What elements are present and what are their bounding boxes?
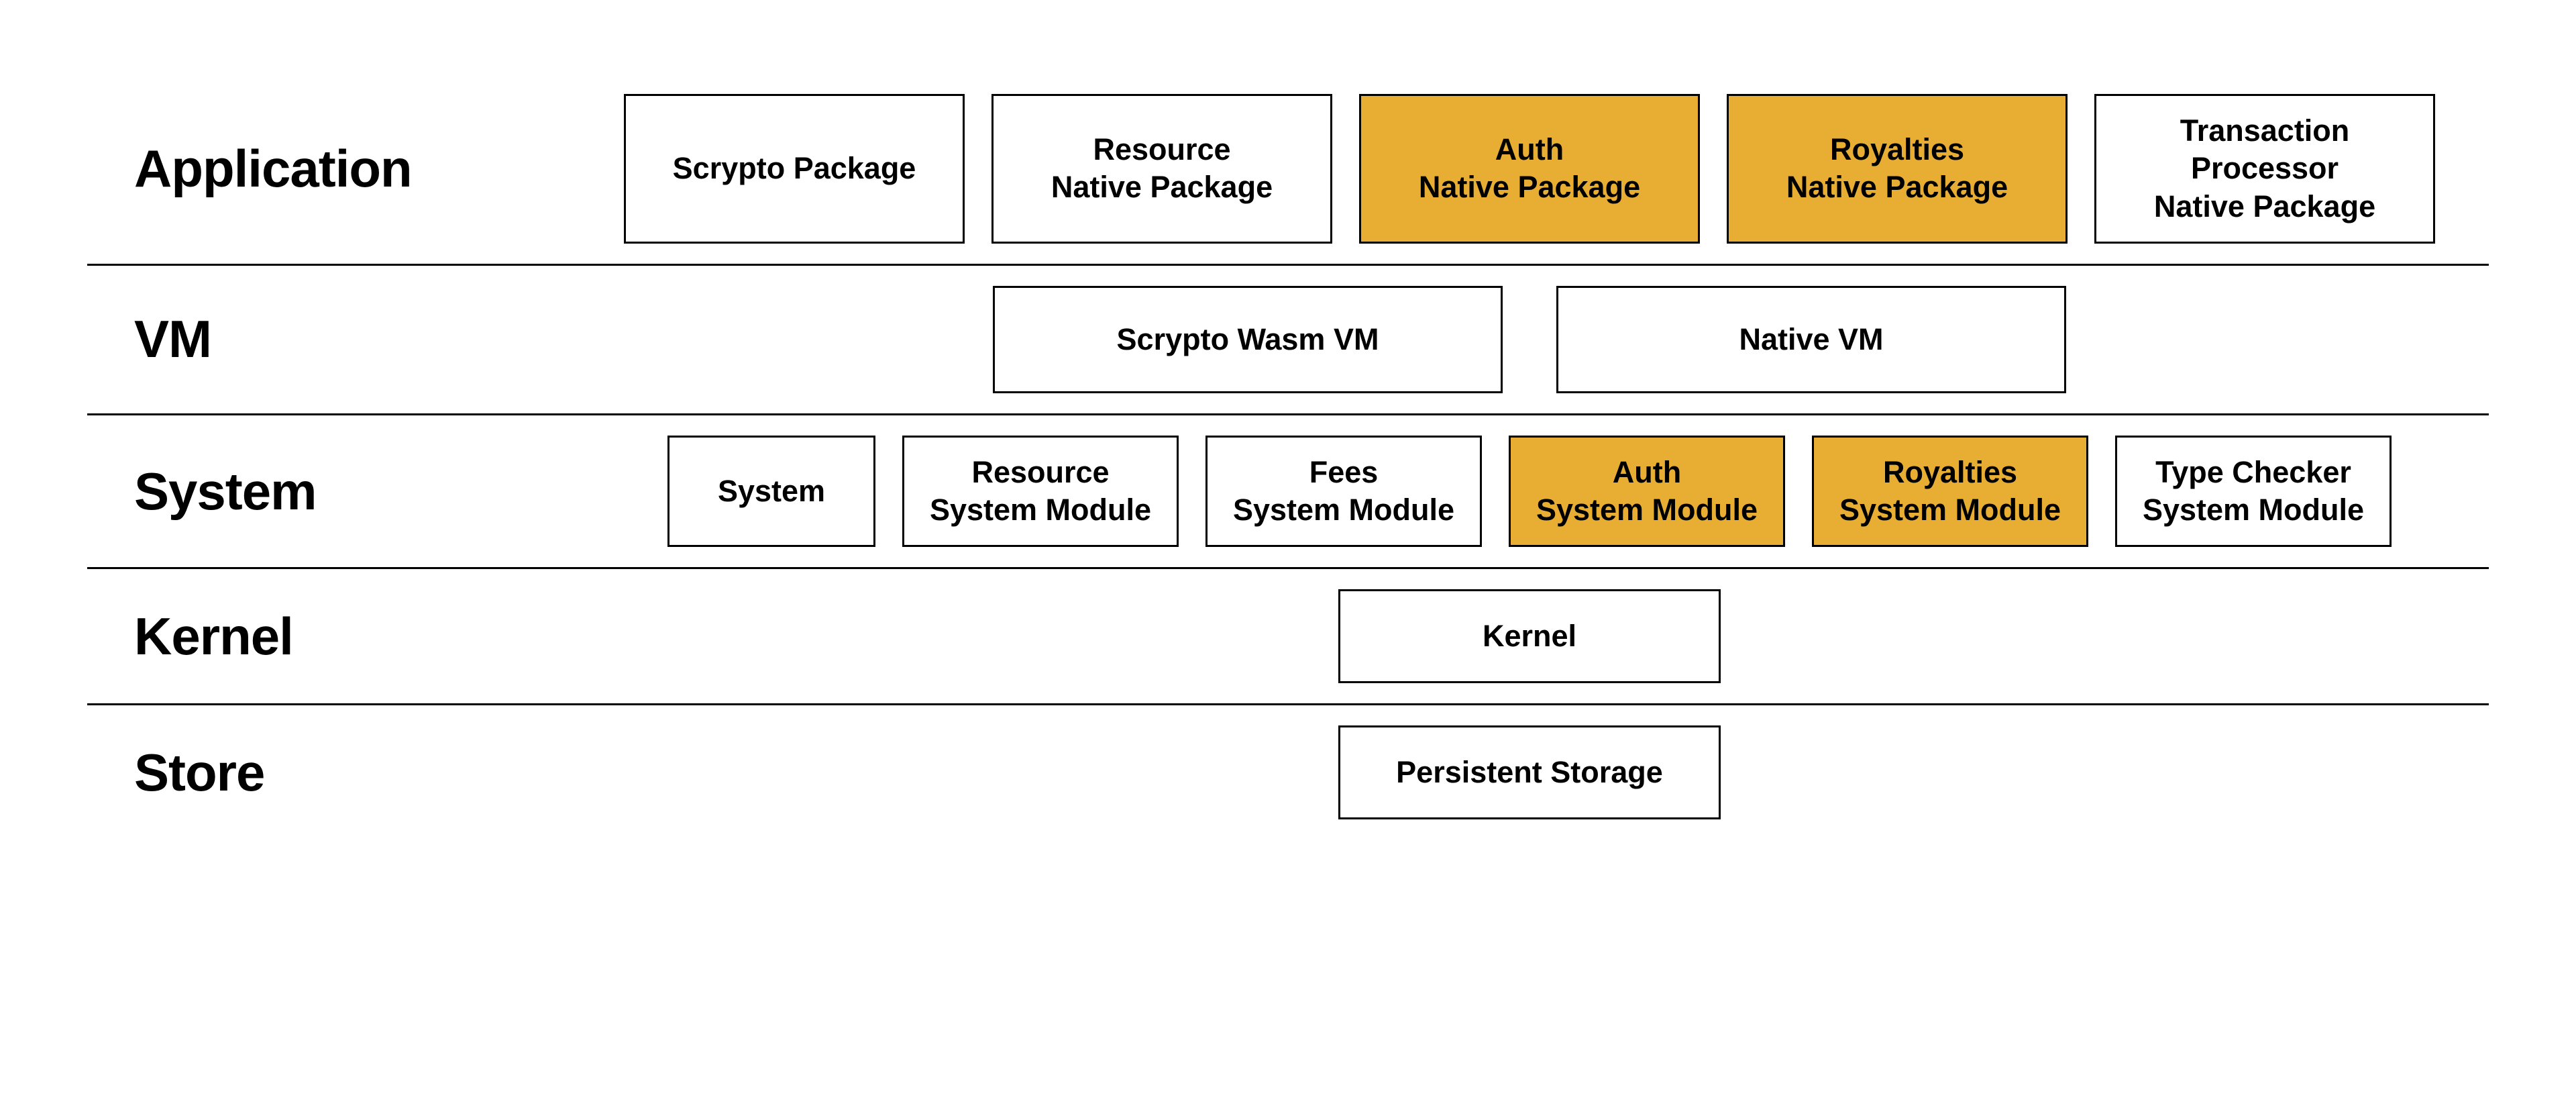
box-kernel-core: Kernel: [1338, 589, 1721, 683]
box-auth-native-package: Auth Native Package: [1359, 94, 1700, 244]
row-boxes-system: System Resource System Module Fees Syste…: [570, 415, 2489, 568]
row-system: System System Resource System Module Fee…: [87, 415, 2489, 568]
box-persistent-storage: Persistent Storage: [1338, 725, 1721, 819]
box-fees-system-module: Fees System Module: [1205, 436, 1482, 548]
box-system-core: System: [667, 436, 875, 548]
row-store: Store Persistent Storage: [87, 705, 2489, 840]
architecture-layer-diagram: Application Scrypto Package Resource Nat…: [0, 0, 2576, 840]
box-type-checker-system-module: Type Checker System Module: [2115, 436, 2392, 548]
row-label-store: Store: [87, 742, 570, 803]
row-boxes-store: Persistent Storage: [570, 705, 2489, 840]
box-royalties-native-package: Royalties Native Package: [1727, 94, 2068, 244]
box-resource-native-package: Resource Native Package: [991, 94, 1332, 244]
box-native-vm: Native VM: [1556, 286, 2066, 393]
box-txn-processor-native-package: Transaction Processor Native Package: [2094, 94, 2435, 244]
box-scrypto-package: Scrypto Package: [624, 94, 965, 244]
row-boxes-application: Scrypto Package Resource Native Package …: [570, 74, 2489, 264]
row-boxes-kernel: Kernel: [570, 569, 2489, 703]
box-auth-system-module: Auth System Module: [1509, 436, 1785, 548]
box-royalties-system-module: Royalties System Module: [1812, 436, 2088, 548]
row-label-vm: VM: [87, 309, 570, 370]
box-resource-system-module: Resource System Module: [902, 436, 1179, 548]
row-boxes-vm: Scrypto Wasm VM Native VM: [570, 266, 2489, 413]
row-vm: VM Scrypto Wasm VM Native VM: [87, 266, 2489, 413]
row-kernel: Kernel Kernel: [87, 569, 2489, 703]
row-label-application: Application: [87, 138, 570, 199]
row-label-kernel: Kernel: [87, 606, 570, 667]
row-label-system: System: [87, 461, 570, 522]
box-scrypto-wasm-vm: Scrypto Wasm VM: [993, 286, 1503, 393]
row-application: Application Scrypto Package Resource Nat…: [87, 74, 2489, 264]
